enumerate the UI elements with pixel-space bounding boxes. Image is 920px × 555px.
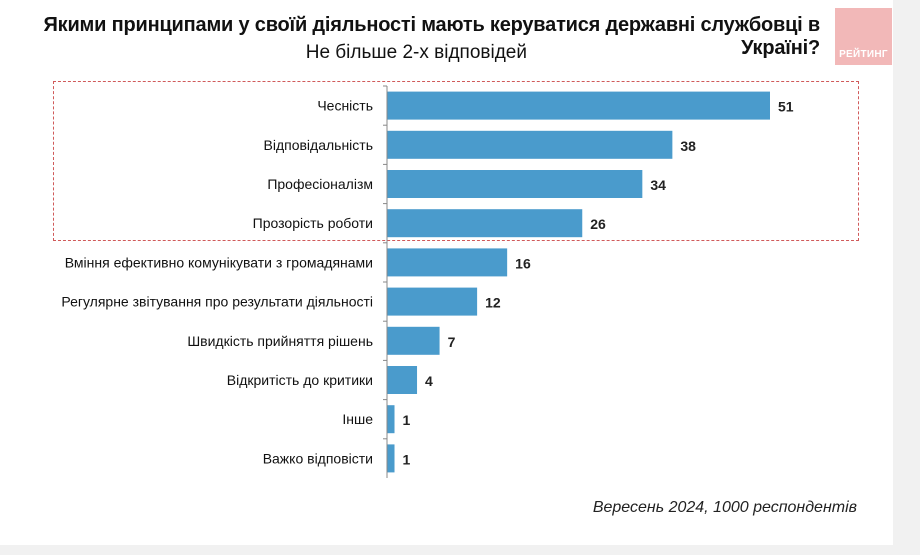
category-label: Відкритість до критики	[227, 372, 373, 388]
category-label: Інше	[342, 411, 373, 427]
value-label: 12	[485, 295, 501, 311]
chart-subtitle: Не більше 2-х відповідей	[305, 42, 527, 63]
logo-text: РЕЙТИНГ	[839, 49, 888, 60]
ticks-layer	[383, 85, 387, 440]
category-label: Регулярне звітування про результати діял…	[61, 294, 373, 310]
value-label: 51	[778, 99, 794, 115]
category-label: Прозорість роботи	[253, 215, 373, 231]
value-label: 16	[515, 255, 531, 271]
values-layer: 51 38 34 26 16 12 7 4 1 1	[403, 99, 794, 468]
bar-1	[387, 130, 673, 159]
bar-0	[387, 91, 770, 120]
bar-3	[387, 209, 583, 238]
rating-logo: РЕЙТИНГ	[835, 8, 892, 65]
category-label: Відповідальність	[264, 137, 374, 153]
labels-layer: Чесність Відповідальність Професіоналізм Пр…	[61, 98, 373, 467]
value-label: 34	[650, 177, 666, 193]
category-label: Чесність	[317, 98, 373, 114]
chart-title: Якими принципами у своїй діяльності мают…	[43, 14, 820, 59]
value-label: 1	[403, 451, 411, 467]
value-label: 38	[680, 138, 696, 154]
bar-2	[387, 170, 643, 198]
value-label: 1	[403, 412, 411, 428]
value-label: 26	[590, 216, 606, 232]
bar-6	[387, 326, 440, 355]
category-label: Професіоналізм	[267, 176, 373, 192]
category-label: Важко відповісти	[263, 450, 373, 466]
bar-5	[387, 287, 478, 316]
category-label: Швидкість прийняття рішень	[187, 333, 373, 349]
bar-9	[387, 444, 395, 473]
bars-layer	[387, 91, 770, 473]
category-label: Вміння ефективно комунікувати з громадян…	[65, 254, 373, 270]
bar-8	[387, 405, 395, 434]
highlight-box	[53, 81, 859, 241]
value-label: 4	[425, 373, 433, 389]
bar-7	[387, 366, 418, 394]
footer-note: Вересень 2024, 1000 респондентів	[592, 499, 857, 516]
value-label: 7	[448, 334, 456, 350]
bar-chart: Чесність Відповідальність Професіоналізм Пр…	[61, 85, 794, 478]
bar-4	[387, 248, 508, 277]
slide: Якими принципами у своїй діяльності мают…	[0, 0, 893, 545]
